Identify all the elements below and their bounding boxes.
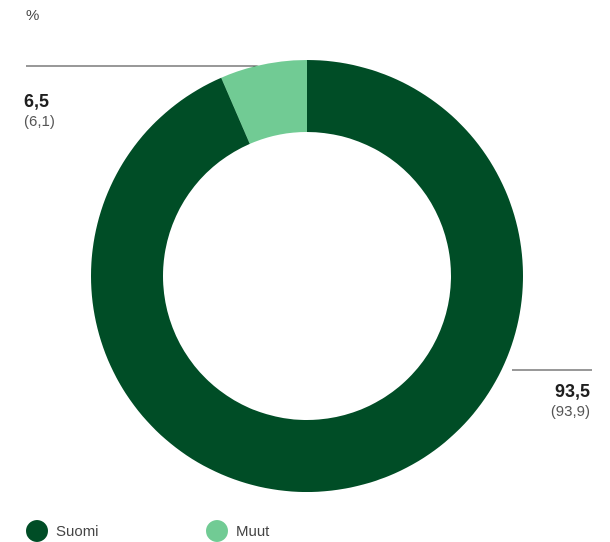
- callout-suomi: 93,5 (93,9): [551, 380, 590, 422]
- muut-value-label: 6,5: [24, 91, 50, 111]
- unit-label: %: [26, 7, 40, 24]
- callout-muut: 6,5 (6,1): [24, 90, 55, 132]
- legend-item-muut: Muut: [206, 520, 386, 542]
- slice-muut: [221, 60, 307, 144]
- legend-swatch-suomi: [26, 520, 48, 542]
- slice-suomi: [90, 60, 523, 492]
- muut-previous-label: (6,1): [24, 113, 55, 130]
- suomi-previous-label: (93,9): [550, 403, 590, 420]
- donut-slices: [90, 60, 523, 492]
- legend-item-suomi: Suomi: [26, 520, 206, 542]
- legend-label-muut: Muut: [236, 522, 270, 540]
- legend: Suomi Muut: [26, 520, 386, 542]
- legend-label-suomi: Suomi: [56, 522, 99, 540]
- legend-swatch-muut: [206, 520, 228, 542]
- suomi-value-label: 93,5: [554, 381, 590, 401]
